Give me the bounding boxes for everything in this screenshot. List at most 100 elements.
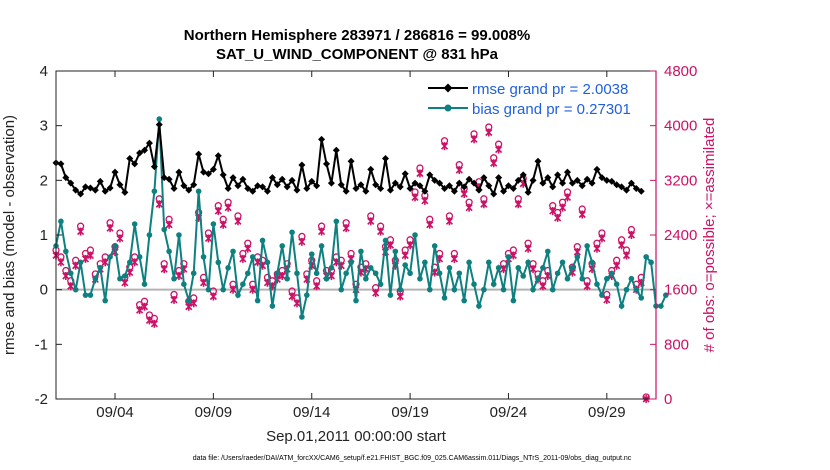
bias-point — [594, 281, 600, 288]
rmse-point — [224, 185, 232, 193]
rmse-point — [539, 179, 547, 187]
bias-point — [63, 248, 69, 255]
obs-assimilated-point — [495, 145, 503, 154]
rmse-point — [608, 177, 616, 185]
bias-point — [633, 286, 640, 293]
obs-assimilated-point — [549, 207, 557, 216]
rmse-point — [244, 185, 252, 193]
bias-point — [190, 270, 197, 277]
rmse-point — [372, 181, 380, 189]
rmse-point — [204, 170, 212, 178]
rmse-point — [268, 174, 276, 182]
bias-point — [564, 275, 571, 282]
rmse-point — [544, 174, 552, 182]
obs-assimilated-point — [77, 227, 85, 236]
obs-assimilated-point — [613, 261, 621, 270]
bias-point — [210, 221, 217, 227]
bias-point — [151, 188, 158, 195]
obs-assimilated-point — [199, 278, 208, 287]
bias-point — [520, 273, 527, 279]
obs-assimilated-point — [288, 292, 296, 301]
bias-point — [569, 265, 576, 271]
y-left-tick-label: 2 — [40, 172, 48, 189]
bias-point — [628, 275, 635, 282]
bias-point — [535, 275, 541, 282]
rmse-point — [170, 185, 178, 193]
rmse-point — [485, 182, 493, 190]
rmse-point — [391, 179, 399, 187]
bias-point — [658, 303, 664, 309]
rmse-point — [209, 165, 217, 173]
rmse-point — [357, 181, 365, 189]
x-axis: 09/04 09/09 09/14 09/19 09/24 09/29 — [96, 71, 626, 421]
obs-assimilated-point — [81, 254, 90, 263]
obs-assimilated-point — [445, 217, 454, 226]
rmse-point — [568, 179, 576, 187]
obs-assimilated-point — [116, 234, 124, 243]
bias-point — [112, 243, 118, 249]
bias-point — [67, 270, 74, 277]
rmse-point — [421, 187, 429, 195]
bias-point — [613, 281, 620, 288]
rmse-point — [406, 185, 414, 193]
bias-point — [441, 295, 448, 301]
rmse-point — [254, 182, 262, 190]
obs-assimilated-point — [175, 272, 183, 280]
bias-point — [215, 259, 222, 266]
rmse-point — [67, 179, 75, 187]
rmse-point — [450, 187, 458, 195]
rmse-point — [175, 168, 183, 176]
y-left-tick-label: -1 — [35, 336, 48, 353]
rmse-point — [593, 165, 601, 173]
rmse-point — [401, 170, 409, 178]
rmse-point — [263, 187, 271, 195]
obs-assimilated-point — [509, 251, 517, 260]
rmse-point — [509, 185, 517, 193]
bias-point — [505, 254, 512, 260]
y-right-axis: 0 800 1600 2400 3200 4000 4800 — [650, 63, 697, 408]
rmse-point — [554, 171, 562, 179]
obs-assimilated-point — [539, 282, 547, 291]
rmse-point — [416, 182, 424, 190]
obs-assimilated-point — [406, 241, 414, 250]
rmse-point — [465, 175, 473, 183]
rmse-point — [495, 174, 503, 182]
rmse-point — [308, 177, 316, 185]
obs-assimilated-point — [224, 203, 232, 212]
bias-point — [436, 270, 443, 277]
bias-point — [328, 265, 335, 271]
rmse-point — [106, 184, 114, 192]
bias-point — [451, 286, 458, 293]
obs-assimilated-point — [558, 203, 567, 212]
bias-point — [663, 292, 669, 298]
rmse-point — [278, 175, 286, 183]
footnote: data file: /Users/raeder/DAI/ATM_forcXX/… — [193, 455, 632, 462]
rmse-point — [563, 168, 571, 176]
rmse-point — [514, 176, 522, 184]
bias-point — [618, 303, 625, 309]
bias-point — [200, 254, 207, 260]
bias-point — [77, 259, 84, 266]
bias-point — [525, 259, 531, 266]
bias-point — [500, 286, 507, 293]
bias-point — [377, 281, 384, 288]
rmse-point — [431, 176, 439, 184]
legend-rmse-marker — [443, 83, 453, 93]
rmse-point — [283, 183, 291, 191]
bias-point — [515, 265, 522, 271]
obs-assimilated-point — [239, 254, 247, 263]
bias-point — [554, 270, 561, 277]
rmse-point — [588, 179, 596, 187]
rmse-point — [131, 160, 139, 168]
bias-point — [476, 303, 482, 309]
bias-point — [294, 270, 300, 277]
rmse-point — [367, 165, 375, 173]
obs-assimilated-point — [603, 295, 611, 304]
rmse-point — [382, 154, 390, 162]
bias-point — [161, 226, 167, 233]
bias-point — [648, 259, 654, 266]
obs-assimilated-point — [150, 319, 158, 328]
obs-assimilated-point — [460, 190, 468, 198]
bias-point — [402, 262, 408, 268]
rmse-point — [145, 139, 153, 147]
